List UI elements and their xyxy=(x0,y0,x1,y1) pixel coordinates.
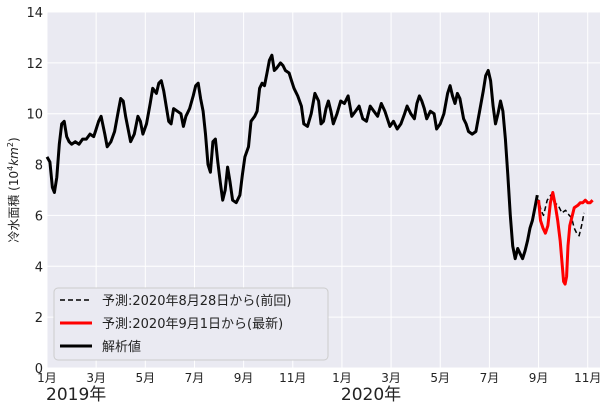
x-tick-label: 1月 xyxy=(332,371,352,385)
series-line xyxy=(45,53,539,261)
y-tick-label: 0 xyxy=(35,362,43,377)
y-axis-label-unit: km xyxy=(7,147,21,166)
x-tick-label: 5月 xyxy=(430,371,450,385)
y-axis-label-close: ) xyxy=(7,137,21,142)
y-tick-label: 10 xyxy=(26,108,43,123)
series-line xyxy=(537,191,594,286)
x-tick-label: 1月 xyxy=(37,371,57,385)
x-tick-labels: 1月 3月 5月 7月 9月 11月 1月 3月 5月 7月 9月 11月 xyxy=(37,371,601,385)
y-axis-label: 冷水面積 (104km2) xyxy=(6,137,21,242)
series-line xyxy=(535,194,585,237)
legend-label: 解析値 xyxy=(102,339,141,355)
x-tick-label: 9月 xyxy=(529,371,549,385)
x-tick-label: 11月 xyxy=(279,371,306,385)
year-label: 2020年 xyxy=(341,385,401,405)
year-labels: 2019年 2020年 xyxy=(46,385,401,405)
y-tick-label: 4 xyxy=(35,260,43,275)
y-axis-label-sup: 4 xyxy=(6,166,15,171)
x-tick-label: 11月 xyxy=(574,371,601,385)
x-tick-label: 3月 xyxy=(381,371,401,385)
series-lines xyxy=(45,53,594,286)
x-tick-label: 5月 xyxy=(135,371,155,385)
x-tick-label: 7月 xyxy=(480,371,500,385)
year-label: 2019年 xyxy=(46,385,106,405)
x-tick-label: 3月 xyxy=(86,371,106,385)
y-tick-label: 8 xyxy=(35,159,43,174)
legend: 予測:2020年8月28日から(前回) 予測:2020年9月1日から(最新) 解析値 xyxy=(53,287,329,361)
legend-box xyxy=(53,287,329,361)
y-tick-label: 14 xyxy=(26,6,43,21)
legend-label: 予測:2020年9月1日から(最新) xyxy=(102,316,283,332)
y-axis-label-unit-sup: 2 xyxy=(6,142,15,147)
y-tick-label: 12 xyxy=(26,57,43,72)
x-tick-label: 9月 xyxy=(234,371,254,385)
y-tick-label: 6 xyxy=(35,209,43,224)
y-tick-label: 2 xyxy=(35,311,43,326)
y-tick-labels: 0 2 4 6 8 10 12 14 xyxy=(26,6,43,377)
y-axis-label-main: 冷水面積 (10 xyxy=(6,171,21,243)
x-tick-label: 7月 xyxy=(185,371,205,385)
legend-label: 予測:2020年8月28日から(前回) xyxy=(102,293,291,309)
